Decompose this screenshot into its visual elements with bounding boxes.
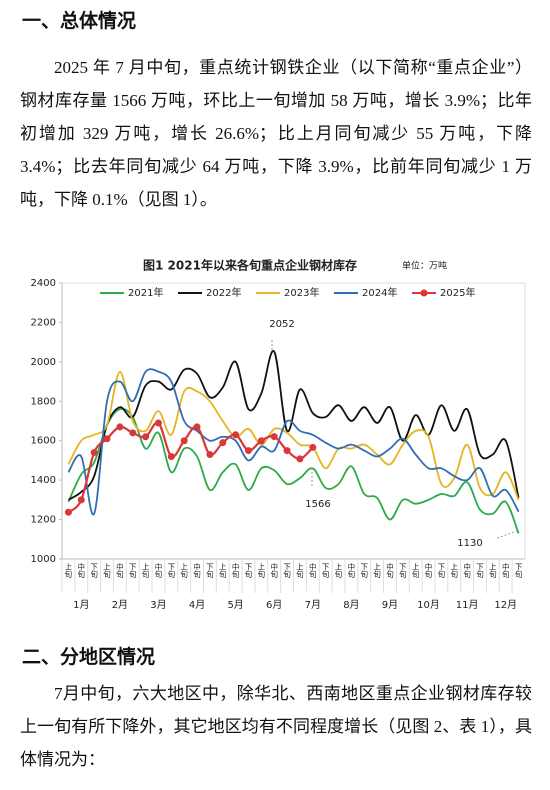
x-tick-label: 上旬	[372, 563, 381, 580]
month-label: 11月	[456, 599, 479, 611]
x-tick-label: 上旬	[179, 563, 188, 580]
annotation: 1130	[457, 538, 482, 549]
y-tick-label: 2000	[31, 357, 56, 368]
x-tick-label: 上旬	[411, 563, 420, 580]
x-tick-label: 中旬	[501, 562, 510, 580]
month-label: 4月	[189, 599, 205, 611]
month-label: 3月	[150, 599, 166, 611]
series-line	[67, 407, 520, 534]
x-tick-label: 下旬	[244, 563, 253, 580]
paragraph: 7月中旬，六大地区中，除华北、西南地区重点企业钢材库存较上一旬有所下降外，其它地…	[20, 684, 532, 769]
x-tick-label: 中旬	[424, 562, 433, 580]
heading: 二、分地区情况	[22, 646, 156, 668]
x-tick-label: 上旬	[141, 563, 150, 580]
data-point	[270, 433, 278, 441]
data-point	[103, 435, 111, 443]
legend-marker	[420, 289, 428, 297]
x-tick-label: 中旬	[231, 562, 240, 580]
data-point	[90, 449, 98, 457]
x-tick-label: 中旬	[308, 562, 317, 580]
data-point	[257, 437, 265, 445]
x-tick-label: 下旬	[167, 563, 176, 580]
x-tick-label: 上旬	[295, 563, 304, 580]
y-tick-label: 1200	[31, 515, 56, 526]
x-tick-label: 中旬	[462, 562, 471, 580]
x-tick-label: 下旬	[514, 563, 523, 580]
data-point	[244, 447, 252, 455]
unit-label: 单位：万吨	[402, 260, 447, 272]
x-tick-label: 上旬	[218, 563, 227, 580]
data-point	[219, 439, 227, 447]
y-tick-label: 2400	[31, 278, 56, 289]
series-line	[67, 368, 520, 516]
data-point	[129, 429, 137, 437]
x-tick-label: 中旬	[77, 562, 86, 580]
x-tick-label: 上旬	[257, 563, 266, 580]
data-point	[283, 447, 291, 455]
x-tick-label: 下旬	[475, 563, 484, 580]
x-tick-label: 中旬	[154, 562, 163, 580]
y-tick-label: 1600	[31, 436, 56, 447]
annotation-leader	[496, 530, 518, 539]
x-tick-label: 上旬	[102, 563, 111, 580]
data-point	[193, 423, 201, 431]
legend-label: 2022年	[206, 286, 241, 299]
data-point	[116, 423, 124, 431]
data-point	[206, 451, 214, 459]
data-point	[309, 443, 317, 451]
x-tick-label: 上旬	[64, 563, 73, 580]
x-tick-label: 下旬	[128, 563, 137, 580]
data-point	[142, 433, 150, 441]
data-point	[296, 455, 304, 463]
month-label: 12月	[494, 599, 517, 611]
x-tick-label: 上旬	[334, 563, 343, 580]
chart-title: 图1 2021年以来各旬重点企业钢材库存	[143, 258, 357, 273]
x-tick-label: 下旬	[437, 563, 446, 580]
month-label: 7月	[305, 599, 321, 611]
x-tick-label: 中旬	[347, 562, 356, 580]
paragraph: 2025 年 7 月中旬，重点统计钢铁企业（以下简称“重点企业”）钢材库存量 1…	[20, 58, 532, 209]
x-tick-label: 下旬	[282, 563, 291, 580]
legend-label: 2021年	[128, 286, 163, 299]
x-tick-label: 中旬	[115, 562, 124, 580]
annotation: 2052	[269, 319, 294, 330]
data-point	[64, 508, 72, 516]
x-tick-label: 上旬	[488, 563, 497, 580]
data-point	[180, 437, 188, 445]
month-label: 1月	[73, 599, 89, 611]
x-tick-label: 下旬	[359, 563, 368, 580]
x-tick-label: 中旬	[192, 562, 201, 580]
month-label: 10月	[417, 599, 440, 611]
annotation: 1566	[305, 499, 330, 510]
series-line	[67, 370, 520, 501]
y-tick-label: 2200	[31, 317, 56, 328]
data-point	[77, 496, 85, 504]
y-tick-label: 1800	[31, 396, 56, 407]
data-point	[154, 419, 162, 427]
y-tick-label: 1400	[31, 475, 56, 486]
x-tick-label: 中旬	[385, 562, 394, 580]
chart: 图1 2021年以来各旬重点企业钢材库存 单位：万吨 1000 1200 1400 1…	[31, 258, 526, 611]
month-label: 8月	[343, 599, 359, 611]
x-tick-label: 下旬	[398, 563, 407, 580]
x-tick-label: 中旬	[269, 562, 278, 580]
month-label: 6月	[266, 599, 282, 611]
legend-label: 2024年	[362, 286, 397, 299]
legend-label: 2025年	[440, 286, 475, 299]
month-label: 2月	[112, 599, 128, 611]
data-point	[232, 431, 240, 439]
legend-label: 2023年	[284, 286, 319, 299]
x-tick-label: 下旬	[205, 563, 214, 580]
x-tick-label: 上旬	[450, 563, 459, 580]
month-label: 5月	[227, 599, 243, 611]
heading: 一、总体情况	[22, 10, 137, 32]
month-label: 9月	[382, 599, 398, 611]
y-tick-label: 1000	[31, 554, 56, 565]
x-tick-label: 下旬	[89, 563, 98, 580]
x-tick-label: 下旬	[321, 563, 330, 580]
data-point	[167, 452, 175, 460]
